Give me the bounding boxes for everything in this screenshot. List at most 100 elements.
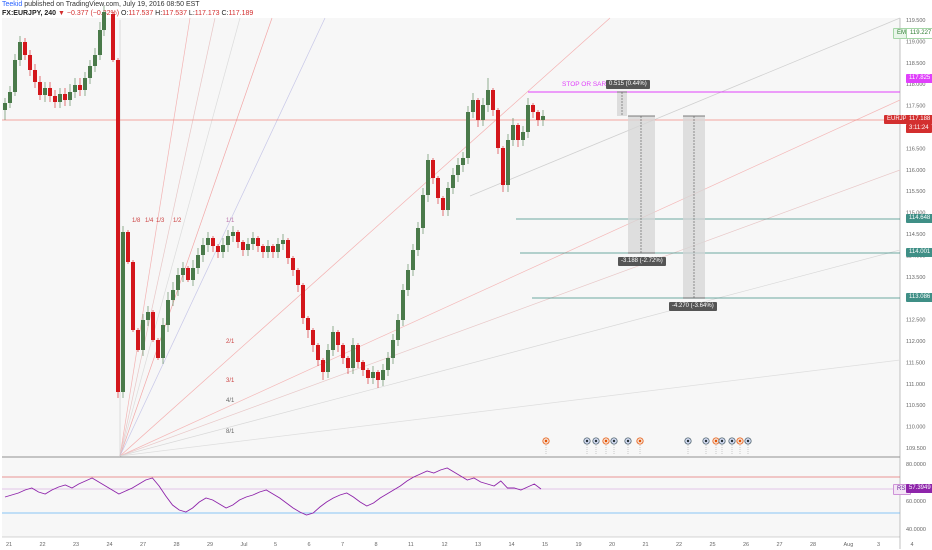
candle[interactable] xyxy=(246,238,250,256)
candle[interactable] xyxy=(451,168,455,194)
candle[interactable] xyxy=(146,306,150,326)
candle[interactable] xyxy=(496,108,500,154)
candle[interactable] xyxy=(131,260,135,332)
candle[interactable] xyxy=(161,318,165,364)
candle[interactable] xyxy=(13,54,17,96)
candle[interactable] xyxy=(78,78,82,96)
candle[interactable] xyxy=(33,64,37,88)
candle[interactable] xyxy=(291,256,295,276)
candle[interactable] xyxy=(181,262,185,282)
candle[interactable] xyxy=(471,93,475,118)
candle[interactable] xyxy=(341,343,345,364)
candle[interactable] xyxy=(63,88,67,106)
candle[interactable] xyxy=(326,344,330,378)
candle[interactable] xyxy=(356,343,360,368)
candle[interactable] xyxy=(116,58,120,398)
event-marker-icon[interactable] xyxy=(712,437,720,454)
event-marker-icon[interactable] xyxy=(583,437,591,454)
event-marker-icon[interactable] xyxy=(636,437,644,454)
event-marker-icon[interactable] xyxy=(624,437,632,454)
event-marker-icon[interactable] xyxy=(684,437,692,454)
candle[interactable] xyxy=(261,244,265,258)
candle[interactable] xyxy=(366,368,370,384)
candle[interactable] xyxy=(466,106,470,164)
trend-line[interactable] xyxy=(469,17,901,197)
event-marker-icon[interactable] xyxy=(736,437,744,454)
candle[interactable] xyxy=(231,226,235,242)
candle[interactable] xyxy=(48,82,52,102)
candle[interactable] xyxy=(436,176,440,204)
candle[interactable] xyxy=(271,244,275,258)
candle[interactable] xyxy=(216,244,220,258)
candle[interactable] xyxy=(351,338,355,374)
candle[interactable] xyxy=(331,326,335,356)
candle[interactable] xyxy=(391,334,395,364)
event-marker-icon[interactable] xyxy=(542,437,550,454)
candle[interactable] xyxy=(102,6,106,36)
candle[interactable] xyxy=(406,264,410,296)
candle[interactable] xyxy=(401,284,405,326)
candle[interactable] xyxy=(211,236,215,252)
candle[interactable] xyxy=(251,232,255,250)
candle[interactable] xyxy=(376,370,380,388)
candle[interactable] xyxy=(3,98,7,120)
candle[interactable] xyxy=(311,328,315,352)
candle[interactable] xyxy=(306,316,310,338)
candle[interactable] xyxy=(68,84,72,106)
candlestick-series[interactable] xyxy=(3,6,545,398)
candle[interactable] xyxy=(281,234,285,250)
candle[interactable] xyxy=(93,48,97,72)
candle[interactable] xyxy=(98,22,102,60)
candle[interactable] xyxy=(126,230,130,264)
candle[interactable] xyxy=(381,364,385,386)
candle[interactable] xyxy=(121,226,125,398)
candle[interactable] xyxy=(336,330,340,352)
price-range-measure-3[interactable] xyxy=(683,115,705,299)
event-marker-icon[interactable] xyxy=(702,437,710,454)
candle[interactable] xyxy=(316,343,320,366)
candle[interactable] xyxy=(111,12,115,62)
candle[interactable] xyxy=(18,36,22,66)
candle[interactable] xyxy=(411,244,415,276)
event-marker-icon[interactable] xyxy=(610,437,618,454)
candle[interactable] xyxy=(301,283,305,324)
candle[interactable] xyxy=(541,110,545,126)
main-plot-area[interactable] xyxy=(2,18,900,456)
candle[interactable] xyxy=(286,238,290,264)
candle[interactable] xyxy=(486,78,490,112)
candle[interactable] xyxy=(321,358,325,380)
candle[interactable] xyxy=(266,240,270,258)
author-link[interactable]: Teekid xyxy=(2,1,23,8)
candle[interactable] xyxy=(176,268,180,296)
candle[interactable] xyxy=(386,352,390,376)
candle[interactable] xyxy=(88,60,92,84)
candle[interactable] xyxy=(526,98,530,138)
candle[interactable] xyxy=(296,268,300,292)
candle[interactable] xyxy=(83,72,87,96)
candle[interactable] xyxy=(141,314,145,356)
candle[interactable] xyxy=(151,310,155,342)
candle[interactable] xyxy=(441,196,445,216)
candle[interactable] xyxy=(38,76,42,100)
candle[interactable] xyxy=(23,38,27,60)
candle[interactable] xyxy=(426,154,430,202)
candle[interactable] xyxy=(431,158,435,184)
price-axis[interactable]: 119.500119.000118.500118.000117.500117.0… xyxy=(906,18,926,452)
candle[interactable] xyxy=(446,182,450,216)
candle[interactable] xyxy=(43,82,47,102)
candle[interactable] xyxy=(461,152,465,172)
candle[interactable] xyxy=(531,103,535,118)
candle[interactable] xyxy=(481,98,485,126)
candle[interactable] xyxy=(156,338,160,360)
candle[interactable] xyxy=(501,146,505,192)
candle[interactable] xyxy=(73,78,77,98)
time-axis[interactable] xyxy=(2,537,900,549)
candle[interactable] xyxy=(256,236,260,252)
event-marker-icon[interactable] xyxy=(744,437,752,454)
candle[interactable] xyxy=(191,260,195,286)
price-range-measure-2[interactable] xyxy=(628,115,655,254)
candle[interactable] xyxy=(53,90,57,108)
candle[interactable] xyxy=(491,88,495,116)
economic-event-markers[interactable] xyxy=(542,437,752,454)
